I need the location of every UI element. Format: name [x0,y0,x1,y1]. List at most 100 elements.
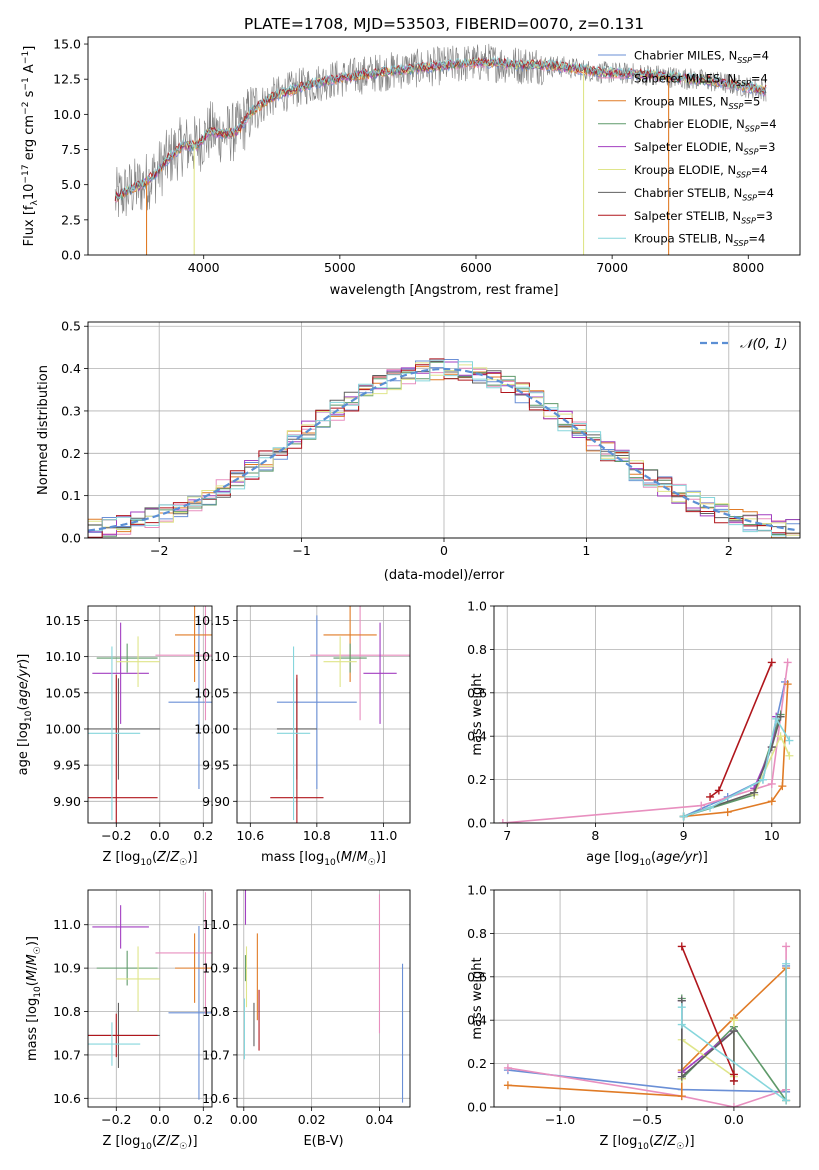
x-tick-label: 1 [582,543,590,558]
legend-label: Kroupa MILES, NSSP=5 [634,94,760,110]
y-tick-label: 12.5 [53,72,81,87]
y-tick-label: 0.4 [467,729,487,744]
axes-frame [87,36,801,256]
x-axis-label: age [log10(age/yr)] [586,850,708,868]
y-tick-label: 1.0 [467,599,487,614]
histogram-step [88,359,800,538]
legend-label: Kroupa STELIB, NSSP=4 [634,232,765,248]
y-tick-label: 11.0 [53,917,81,932]
y-tick-label: 0.2 [467,772,487,787]
panel-mass_vs_EBV: 0.00 0.02 0.04 10.6 10.7 10.8 10.9 11.0 E(B-V) [202,889,411,1149]
weight-marker [778,782,787,791]
x-axis-label: Z [log10(Z/Z☉)] [102,1134,197,1152]
panel-spectrum: 4000 5000 6000 7000 8000 0.0 2.5 5.0 7.5 10.0 12.5… [21,36,801,298]
y-tick-label: 9.90 [53,794,81,809]
y-tick-label: 0.2 [467,1056,487,1071]
x-tick-label: 7 [503,828,511,843]
plot-area [503,942,791,1107]
grid [237,606,410,823]
weight-marker [677,1092,686,1101]
x-tick-label: 0.02 [298,1112,326,1127]
y-tick-label: 10.8 [53,1004,81,1019]
weight-marker [503,1081,512,1090]
y-tick-label: 0.0 [61,248,81,263]
x-tick-label: 0.2 [193,828,213,843]
y-tick-label: 0.0 [467,1100,487,1115]
x-tick-label: −1 [292,543,310,558]
panel-residual_histogram: −2 −1 0 1 2 0.0 0.1 0.2 0.3 0.4 0.5 (data-model)/er… [36,319,801,583]
x-tick-label: 0.0 [724,1112,744,1127]
y-tick-label: 0.2 [61,446,81,461]
y-tick-label: 9.90 [202,794,230,809]
weight-marker [758,775,767,784]
x-tick-label: −0.5 [632,1112,662,1127]
y-tick-label: 9.95 [53,758,81,773]
axes-frame [493,605,801,824]
y-tick-label: 0.3 [61,403,81,418]
y-tick-label: 0.5 [61,319,81,334]
normal-curve [88,367,798,532]
weight-marker [706,803,715,812]
weight-marker [677,1003,686,1012]
y-tick-label: 5.0 [61,177,81,192]
weight-marker [697,801,706,810]
y-tick-label: 0.4 [467,1013,487,1028]
y-axis-label: Normed distribution [36,365,51,495]
weight-marker [767,658,776,667]
panel-mass_weight_vs_Z: −1.0 −0.5 0.0 0.0 0.2 0.4 0.6 0.8 1.0 Z [log10(Z/… [467,883,801,1152]
weight-marker [679,812,688,821]
panel-age_vs_mass: 10.6 10.8 11.0 9.90 9.95 10.00 10.05 10.10 10.15… [194,605,411,868]
plot-area [88,892,212,1100]
axes-frame [87,889,213,1108]
x-tick-label: 0.04 [366,1112,394,1127]
x-axis-label: (data-model)/error [384,568,505,583]
x-tick-label: −1.0 [545,1112,575,1127]
panel-mass_vs_Z: −0.2 0.0 0.2 10.6 10.7 10.8 10.9 11.0 Z [log10(Z… [25,889,213,1152]
legend-label: Chabrier STELIB, NSSP=4 [634,186,774,202]
panels: 4000 5000 6000 7000 80000.02.55.07.510.012.5… [16,36,801,1152]
figure-title: PLATE=1708, MJD=53503, FIBERID=0070, z=0… [244,15,644,33]
axes-frame [236,889,411,1108]
x-tick-label: 0.2 [193,1112,213,1127]
x-tick-label: 11.0 [369,828,397,843]
plot-area [270,606,410,823]
x-tick-label: 0.0 [150,1112,170,1127]
x-tick-label: 2 [725,543,733,558]
y-axis-label: age [log10(age/yr)] [16,654,34,776]
y-axis-label: mass [log10(M/M☉)] [25,936,43,1061]
y-tick-label: 9.95 [202,758,230,773]
y-axis-label: mass weight [470,957,485,1039]
y-tick-label: 2.5 [61,212,81,227]
x-tick-label: 10 [764,828,780,843]
y-tick-label: 0.4 [61,361,81,376]
weight-marker [767,743,776,752]
weight-marker [776,712,785,721]
weight-marker [782,1096,791,1105]
x-tick-label: 9 [680,828,688,843]
grid [237,890,410,1107]
y-tick-label: 10.15 [45,613,81,628]
x-tick-label: 6000 [460,260,492,275]
legend-label: Salpeter MILES, NSSP=4 [634,71,768,87]
weight-line [681,1000,735,1081]
axes-frame [493,889,801,1108]
y-tick-label: 0.6 [467,685,487,700]
weight-marker [750,788,759,797]
y-tick-label: 10.9 [53,961,81,976]
y-axis-label: mass weight [470,673,485,755]
x-tick-label: 7000 [596,260,628,275]
model-spectrum [114,55,767,199]
y-tick-label: 10.6 [53,1091,81,1106]
x-tick-label: 10.6 [236,828,264,843]
x-axis-label: E(B-V) [303,1134,343,1149]
y-tick-label: 10.10 [194,649,230,664]
legend-label: Kroupa ELODIE, NSSP=4 [634,163,768,179]
model-spectrum [114,57,767,202]
legend-label: Chabrier ELODIE, NSSP=4 [634,117,777,133]
x-tick-label: −2 [150,543,168,558]
y-tick-label: 0.0 [61,531,81,546]
y-tick-label: 10.05 [194,685,230,700]
grid [494,605,800,824]
weight-marker [785,736,794,745]
